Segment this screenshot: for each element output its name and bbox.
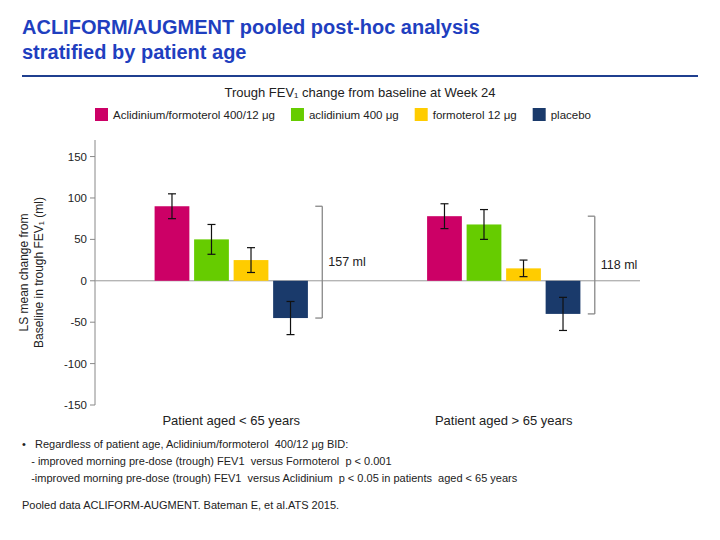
x-tick-label: Patient aged < 65 years [162,413,300,428]
y-tick-label: 100 [68,192,87,204]
footnote: - improved morning pre-dose (trough) FEV… [22,455,392,467]
y-tick [90,239,95,240]
bracket-line [322,206,323,318]
annotation: 118 ml [601,258,638,272]
error-bar-cap [168,193,176,194]
error-bar-cap [207,224,215,225]
error-bar [207,224,215,254]
y-tick [90,280,95,281]
x-tick-label: Patient aged > 65 years [435,413,573,428]
y-tick-label: -50 [70,316,87,328]
y-tick-label: 0 [81,275,87,287]
bracket-end [315,317,322,318]
title-line: ACLIFORM/AUGMENT pooled post-hoc analysi… [22,16,480,38]
y-axis-label: LS mean change fromBaseline in trough FE… [17,197,46,348]
bracket [588,216,595,314]
bracket-line [594,216,595,314]
error-bar-cap [520,276,528,277]
y-tick [90,363,95,364]
error-bar [247,248,255,273]
bracket [315,206,322,318]
legend-swatch [95,108,108,121]
error-bar-cap [559,330,567,331]
error-bar-cap [480,239,488,240]
error-bar-cap [207,254,215,255]
error-bar-stem [562,297,563,330]
error-bar-stem [211,224,212,254]
error-bar-cap [247,247,255,248]
y-tick [90,197,95,198]
footnote: • Regardless of patient age, Aclidinium/… [22,438,348,450]
y-axis-label-line: Baseline in trough FEV₁ (ml) [32,197,46,348]
legend-label: aclidinium 400 μg [309,109,399,121]
error-bar-cap [559,297,567,298]
error-bar-stem [171,194,172,219]
source: Pooled data ACLIFORM-AUGMENT. Bateman E,… [22,499,339,511]
legend: Aclidinium/formoterol 400/12 μg aclidiniu… [95,108,591,121]
plot-marks [155,194,581,335]
error-bar [287,301,295,334]
y-tick [90,322,95,323]
title-line: stratified by patient age [22,41,247,63]
error-bar-stem [444,204,445,229]
separator [22,75,698,77]
error-bar [480,210,488,240]
legend-swatch [533,108,546,121]
error-bar [559,297,567,330]
error-bar-cap [440,228,448,229]
error-bar-cap [168,218,176,219]
bracket-end [588,216,595,217]
error-bar-stem [483,210,484,240]
footnote: -improved morning pre-dose (trough) FEV1… [22,472,518,484]
bracket-end [315,206,322,207]
legend-label: placebo [551,109,591,121]
chart: ACLIFORM/AUGMENT pooled post-hoc analysi… [0,0,720,540]
y-tick [90,405,95,406]
legend-swatch [291,108,304,121]
error-bar [520,260,528,277]
legend-label: Aclidinium/formoterol 400/12 μg [113,109,275,121]
error-bar [168,194,176,219]
title: ACLIFORM/AUGMENT pooled post-hoc analysi… [22,16,480,63]
error-bar-cap [247,272,255,273]
y-axis-line [95,140,96,405]
error-bar-cap [287,334,295,335]
y-tick-label: 50 [74,233,87,245]
y-tick-label: 150 [68,151,87,163]
legend-swatch [415,108,428,121]
error-bar-cap [287,301,295,302]
error-bar-stem [523,260,524,277]
annotation: 157 ml [328,255,366,269]
error-bar-stem [290,301,291,334]
y-tick-label: -100 [64,358,87,370]
error-bar-stem [250,248,251,273]
error-bar-cap [520,259,528,260]
error-bar-cap [440,203,448,204]
legend-label: formoterol 12 μg [433,109,517,121]
y-tick [90,156,95,157]
subtitle: Trough FEV₁ change from baseline at Week… [224,85,495,100]
y-tick-label: -150 [64,399,87,411]
y-axis-label-line: LS mean change from [17,213,31,331]
error-bar [440,204,448,229]
bracket-end [588,313,595,314]
error-bar-cap [480,209,488,210]
